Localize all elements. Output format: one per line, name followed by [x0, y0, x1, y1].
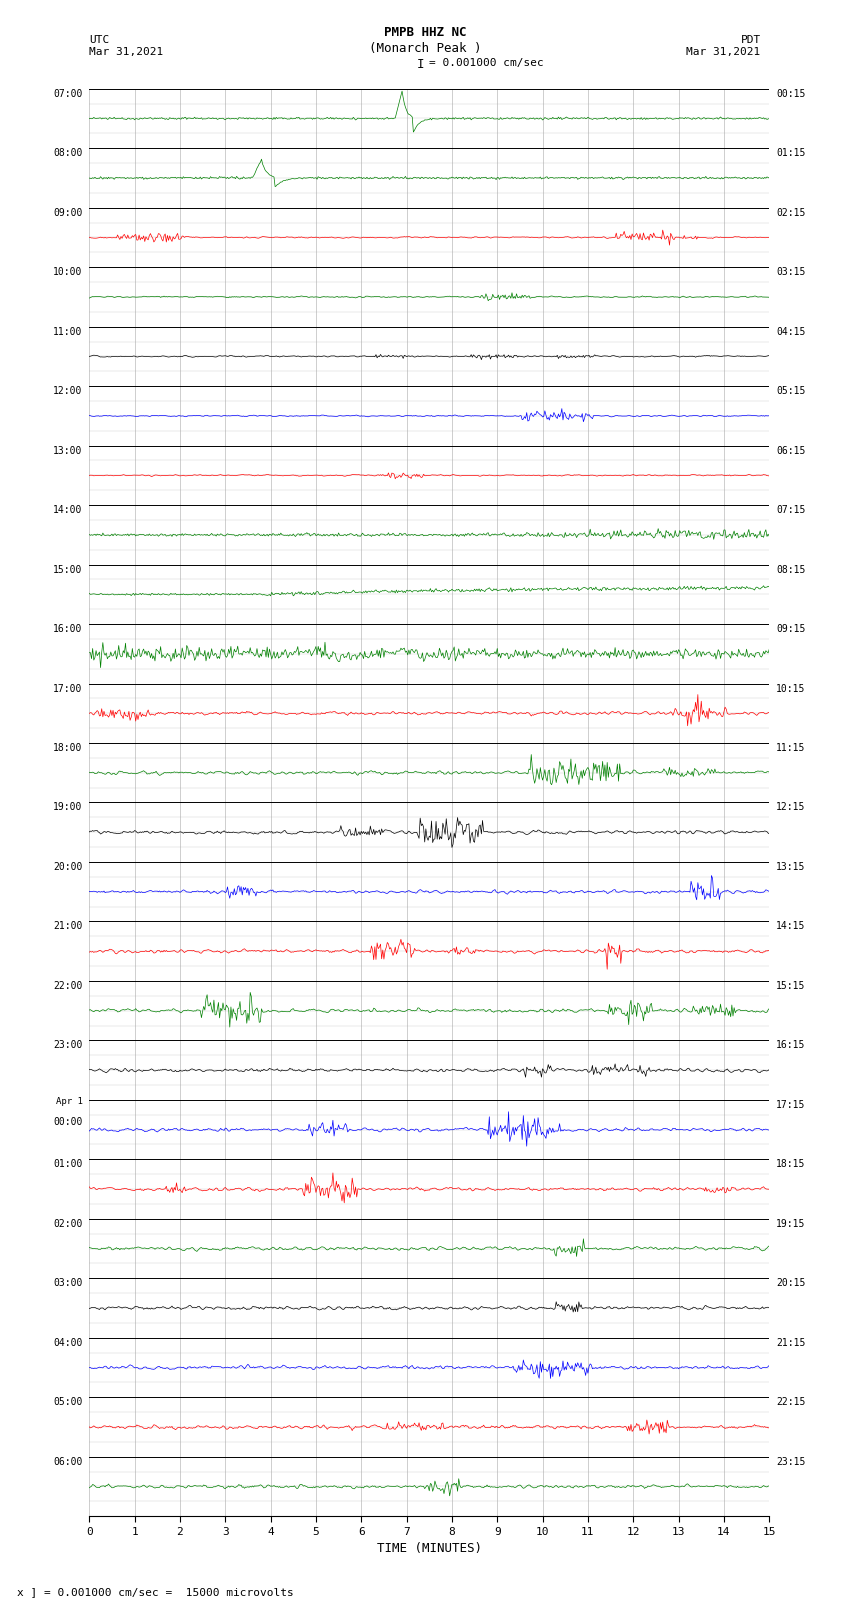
Text: 15:15: 15:15: [776, 981, 806, 990]
Text: 00:15: 00:15: [776, 89, 806, 98]
Text: PMPB HHZ NC: PMPB HHZ NC: [383, 26, 467, 39]
Text: PDT
Mar 31,2021: PDT Mar 31,2021: [687, 35, 761, 56]
Text: 21:15: 21:15: [776, 1337, 806, 1348]
Text: 03:15: 03:15: [776, 268, 806, 277]
Text: 22:15: 22:15: [776, 1397, 806, 1407]
Text: 01:00: 01:00: [53, 1160, 82, 1169]
Text: 18:00: 18:00: [53, 744, 82, 753]
Text: 14:00: 14:00: [53, 505, 82, 515]
Text: x ] = 0.001000 cm/sec =  15000 microvolts: x ] = 0.001000 cm/sec = 15000 microvolts: [17, 1587, 294, 1597]
Text: UTC
Mar 31,2021: UTC Mar 31,2021: [89, 35, 163, 56]
Text: 03:00: 03:00: [53, 1277, 82, 1289]
Text: 21:00: 21:00: [53, 921, 82, 931]
Text: 16:00: 16:00: [53, 624, 82, 634]
Text: 02:00: 02:00: [53, 1219, 82, 1229]
Text: 19:00: 19:00: [53, 803, 82, 813]
Text: 12:15: 12:15: [776, 803, 806, 813]
Text: 07:00: 07:00: [53, 89, 82, 98]
Text: 05:00: 05:00: [53, 1397, 82, 1407]
Text: 07:15: 07:15: [776, 505, 806, 515]
Text: 08:15: 08:15: [776, 565, 806, 574]
X-axis label: TIME (MINUTES): TIME (MINUTES): [377, 1542, 482, 1555]
Text: 13:00: 13:00: [53, 445, 82, 455]
Text: 14:15: 14:15: [776, 921, 806, 931]
Text: 04:00: 04:00: [53, 1337, 82, 1348]
Text: 02:15: 02:15: [776, 208, 806, 218]
Text: 10:15: 10:15: [776, 684, 806, 694]
Text: 08:00: 08:00: [53, 148, 82, 158]
Text: 05:15: 05:15: [776, 386, 806, 397]
Text: 17:15: 17:15: [776, 1100, 806, 1110]
Text: 11:15: 11:15: [776, 744, 806, 753]
Text: 15:00: 15:00: [53, 565, 82, 574]
Text: 23:00: 23:00: [53, 1040, 82, 1050]
Text: 16:15: 16:15: [776, 1040, 806, 1050]
Text: 20:15: 20:15: [776, 1277, 806, 1289]
Text: 20:00: 20:00: [53, 861, 82, 873]
Text: 04:15: 04:15: [776, 326, 806, 337]
Text: 01:15: 01:15: [776, 148, 806, 158]
Text: = 0.001000 cm/sec: = 0.001000 cm/sec: [429, 58, 544, 68]
Text: I: I: [417, 58, 424, 71]
Text: 12:00: 12:00: [53, 386, 82, 397]
Text: 10:00: 10:00: [53, 268, 82, 277]
Text: 06:15: 06:15: [776, 445, 806, 455]
Text: 22:00: 22:00: [53, 981, 82, 990]
Text: (Monarch Peak ): (Monarch Peak ): [369, 42, 481, 55]
Text: 19:15: 19:15: [776, 1219, 806, 1229]
Text: 23:15: 23:15: [776, 1457, 806, 1466]
Text: 11:00: 11:00: [53, 326, 82, 337]
Text: 00:00: 00:00: [53, 1116, 82, 1127]
Text: 13:15: 13:15: [776, 861, 806, 873]
Text: 09:00: 09:00: [53, 208, 82, 218]
Text: 17:00: 17:00: [53, 684, 82, 694]
Text: 06:00: 06:00: [53, 1457, 82, 1466]
Text: 18:15: 18:15: [776, 1160, 806, 1169]
Text: Apr 1: Apr 1: [55, 1097, 82, 1107]
Text: 09:15: 09:15: [776, 624, 806, 634]
